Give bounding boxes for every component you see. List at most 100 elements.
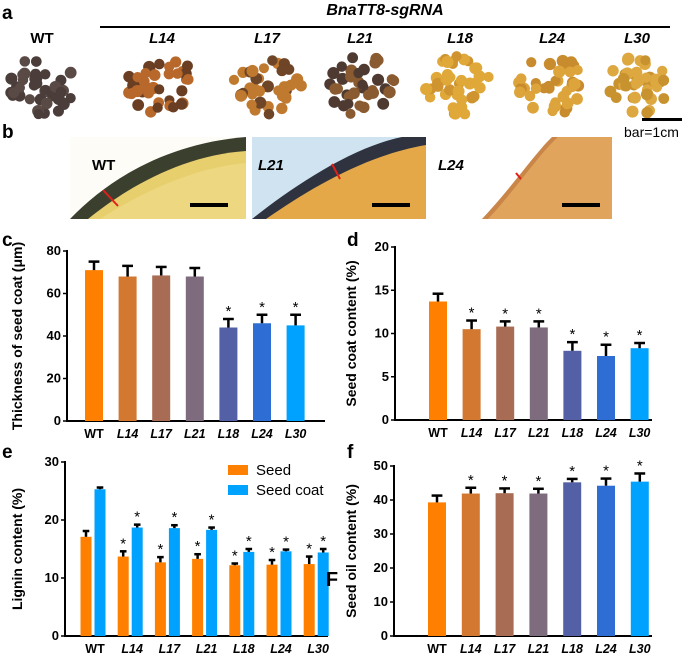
- bar: [219, 327, 238, 421]
- panel-e-label: e: [2, 442, 13, 463]
- seed: [543, 57, 557, 71]
- bar: [461, 493, 480, 636]
- seed: [553, 65, 566, 78]
- seed: [258, 63, 269, 74]
- y-tick-label: 15: [375, 282, 389, 297]
- bar: [630, 348, 649, 420]
- panel-c-label: c: [2, 230, 13, 251]
- x-tick-label: L30: [629, 426, 651, 440]
- seed: [152, 102, 163, 113]
- micrograph-l21-image: [252, 137, 426, 219]
- seed: [132, 99, 145, 111]
- x-tick-label: L21: [184, 427, 206, 441]
- annotation-text: F: [326, 569, 338, 591]
- seed-cluster-photo: [604, 52, 670, 119]
- seed: [444, 84, 456, 96]
- bar-seed: [192, 558, 204, 636]
- seed: [604, 85, 617, 98]
- seed: [263, 108, 275, 120]
- seed: [30, 56, 42, 67]
- x-tick-label: L18: [561, 642, 583, 656]
- x-tick-label: WT: [84, 427, 104, 441]
- bar: [563, 350, 582, 420]
- significance-marker: *: [246, 533, 252, 550]
- seed: [276, 65, 288, 77]
- panel-a-header: BnaTT8-sgRNA: [326, 2, 444, 19]
- legend-swatch: [228, 465, 248, 475]
- seed: [466, 91, 478, 104]
- significance-marker: *: [134, 509, 140, 526]
- significance-marker: *: [637, 327, 643, 344]
- seed: [228, 74, 240, 85]
- seed: [40, 97, 53, 110]
- seed: [235, 89, 247, 102]
- bar: [85, 270, 103, 421]
- y-tick-label: 50: [374, 458, 388, 473]
- seed: [175, 98, 188, 110]
- seed: [40, 84, 51, 96]
- seed-group-label: L24: [539, 30, 565, 47]
- y-tick-label: 30: [374, 526, 388, 541]
- bar: [253, 323, 271, 421]
- bar-seed: [117, 556, 129, 636]
- significance-marker: *: [157, 541, 163, 558]
- bar-seed-coat: [168, 528, 180, 636]
- y-tick-label: 30: [45, 454, 59, 469]
- seed: [343, 98, 354, 110]
- bar-seed: [154, 562, 166, 636]
- seed: [55, 86, 67, 98]
- y-axis-title: Thickness of seed coat (μm): [9, 242, 25, 430]
- seed: [348, 87, 360, 100]
- significance-marker: *: [469, 305, 475, 322]
- x-tick-label: L24: [595, 642, 617, 656]
- seed: [19, 56, 31, 67]
- seed: [182, 74, 194, 85]
- seed: [148, 69, 161, 81]
- significance-marker: *: [320, 533, 326, 550]
- bar-seed-coat: [317, 552, 329, 636]
- seed: [347, 52, 359, 64]
- seed: [657, 74, 670, 86]
- bar: [462, 329, 481, 420]
- seed: [455, 74, 467, 87]
- seed: [295, 79, 307, 92]
- seed: [17, 69, 28, 80]
- seed: [641, 106, 653, 119]
- significance-marker: *: [283, 534, 289, 551]
- y-tick-label: 60: [47, 286, 61, 301]
- seed: [441, 55, 454, 69]
- x-tick-label: L21: [528, 426, 550, 440]
- bar: [495, 493, 514, 636]
- micrograph-l21: L21: [252, 137, 426, 219]
- seed: [246, 99, 257, 110]
- seed: [64, 66, 77, 79]
- seed: [123, 70, 135, 83]
- legend-label: Seed coat: [256, 482, 324, 499]
- y-axis-title: Lignin content (%): [9, 488, 25, 610]
- seed: [571, 93, 583, 105]
- seed: [640, 55, 651, 66]
- seed: [336, 61, 348, 72]
- seed: [372, 54, 384, 66]
- seed: [377, 97, 390, 110]
- significance-marker: *: [569, 463, 575, 480]
- y-tick-label: 80: [47, 243, 61, 258]
- seed: [246, 64, 259, 77]
- seed: [276, 102, 288, 115]
- micrograph-l24-image: [432, 137, 612, 219]
- seed: [530, 83, 542, 94]
- micrograph-wt-image: [70, 137, 246, 219]
- x-tick-label: L17: [159, 642, 182, 656]
- bar: [630, 481, 649, 636]
- x-tick-label: L21: [528, 642, 550, 656]
- seed: [143, 87, 154, 99]
- bar-seed: [266, 564, 278, 636]
- seed: [620, 80, 632, 92]
- significance-marker: *: [195, 538, 201, 555]
- significance-marker: *: [535, 473, 541, 490]
- seed: [469, 77, 480, 89]
- significance-marker: *: [603, 329, 609, 346]
- panel-f-label: f: [347, 442, 354, 463]
- seed: [371, 73, 385, 86]
- seed: [445, 72, 456, 83]
